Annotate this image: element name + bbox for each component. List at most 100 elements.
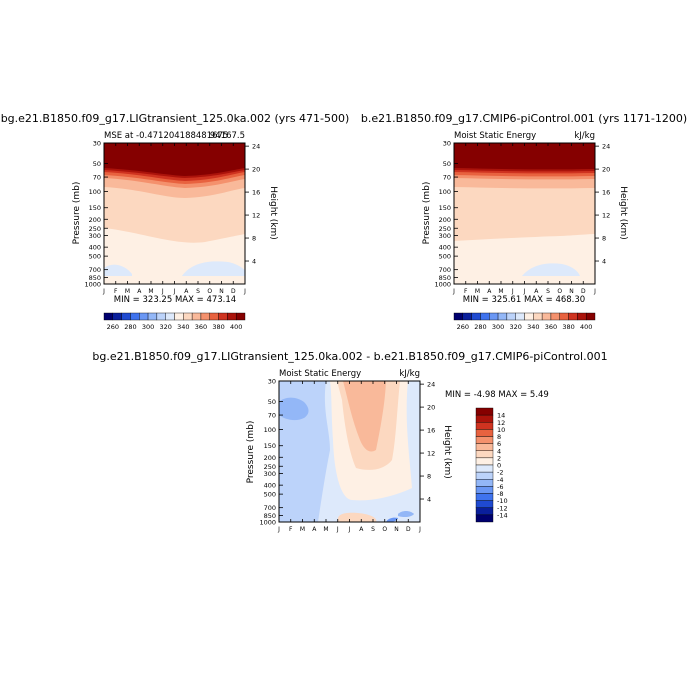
contour-band (343, 381, 386, 452)
colorbar-swatch (585, 312, 596, 321)
x-tick-label: J (511, 288, 514, 295)
colorbar-label: -8 (497, 490, 503, 498)
pressure-tick-label: 200 (89, 216, 101, 224)
x-tick-label: A (184, 288, 189, 295)
pressure-tick-label: 850 (264, 512, 276, 520)
colorbar-swatch (147, 312, 158, 321)
pressure-tick-label: 200 (264, 454, 276, 462)
colorbar-label: 320 (159, 323, 171, 331)
colorbar-swatch (475, 493, 494, 501)
pressure-tick-label: 150 (89, 204, 101, 212)
contour-band (454, 143, 595, 170)
colorbar-swatch (112, 312, 122, 321)
height-tick-label: 24 (602, 143, 610, 151)
x-tick-label: O (207, 288, 212, 295)
colorbar-swatch (533, 312, 543, 321)
height-tick-label: 4 (427, 496, 431, 504)
height-tick-label: 8 (252, 235, 256, 243)
pressure-tick-label: 50 (443, 160, 451, 168)
colorbar-swatch (218, 312, 228, 321)
x-tick-label: F (289, 526, 293, 533)
height-tick-label: 12 (427, 450, 435, 458)
min-max-label: MIN = -4.98 MAX = 5.49 (445, 390, 549, 400)
colorbar-label: 340 (527, 323, 539, 331)
colorbar-label: 260 (457, 323, 469, 331)
colorbar-label: 400 (580, 323, 592, 331)
units-label: kJ/kg (574, 131, 595, 141)
height-ticks: 24 20 16 12 8 4 (420, 381, 435, 504)
x-tick-label: J (102, 288, 105, 295)
x-tick-label: J (336, 526, 339, 533)
x-tick-label: S (371, 526, 375, 533)
x-tick-label: J (161, 288, 164, 295)
x-tick-label: A (312, 526, 317, 533)
x-tick-label: D (406, 526, 411, 533)
height-tick-label: 20 (427, 404, 435, 412)
pressure-tick-label: 50 (93, 160, 101, 168)
pressure-tick-label: 150 (264, 442, 276, 450)
colorbar-swatch (524, 312, 534, 321)
colorbar-label: 400 (230, 323, 242, 331)
colorbar-label: 380 (562, 323, 574, 331)
contour-band (522, 263, 580, 276)
height-tick-label: 16 (427, 427, 435, 435)
colorbar-swatch (541, 312, 552, 321)
x-tick-label: M (498, 288, 503, 295)
x-tick-label: J (243, 288, 246, 295)
colorbar-swatch (515, 312, 525, 321)
panel-difference: bg.e21.B1850.f09_g17.LIGtransient_125.0k… (92, 350, 607, 533)
height-tick-label: 8 (427, 473, 431, 481)
colorbar-label: -2 (497, 469, 503, 477)
x-tick-label: N (569, 288, 574, 295)
colorbar-label: 6 (497, 440, 501, 448)
pressure-tick-label: 700 (264, 504, 276, 512)
colorbar: 260 280 300 320 340 360 380 400 (103, 312, 246, 331)
pressure-tick-label: 400 (439, 244, 451, 252)
colorbar-label: 280 (124, 323, 136, 331)
colorbar-swatch (130, 312, 140, 321)
panel-lig: bg.e21.B1850.f09_g17.LIGtransient_125.0k… (1, 112, 350, 331)
height-tick-label: 4 (252, 258, 256, 266)
colorbar-swatch (568, 312, 578, 321)
colorbar-swatch (475, 464, 494, 473)
x-tick-label: A (487, 288, 492, 295)
colorbar-swatch (183, 312, 193, 321)
x-tick-label: A (534, 288, 539, 295)
colorbar-swatch (121, 312, 131, 321)
pressure-tick-label: 700 (439, 266, 451, 274)
colorbar-swatch (475, 436, 494, 444)
pressure-tick-label: 1000 (84, 281, 101, 289)
pressure-tick-label: 400 (89, 244, 101, 252)
colorbar-swatch (475, 429, 494, 437)
colorbar-label: 4 (497, 447, 501, 455)
x-tick-label: J (593, 288, 596, 295)
height-tick-label: 16 (602, 189, 610, 197)
colorbar-swatch (462, 312, 472, 321)
panel-picontrol: b.e21.B1850.f09_g17.CMIP6-piControl.001 … (361, 112, 687, 331)
min-max-label: MIN = 323.25 MAX = 473.14 (114, 295, 236, 305)
colorbar-label: 360 (545, 323, 557, 331)
contour-band (182, 261, 245, 276)
panel-title: bg.e21.B1850.f09_g17.LIGtransient_125.0k… (92, 350, 607, 363)
x-tick-label: J (277, 526, 280, 533)
pressure-tick-label: 30 (93, 140, 101, 148)
height-tick-label: 20 (602, 166, 610, 174)
panel-title: b.e21.B1850.f09_g17.CMIP6-piControl.001 … (361, 112, 687, 125)
colorbar-label: 260 (107, 323, 119, 331)
colorbar-swatch (475, 514, 494, 523)
x-tick-label: M (323, 526, 328, 533)
height-axis-label: Height (km) (268, 186, 278, 240)
contour-fill (104, 143, 245, 284)
colorbar: 260 280 300 320 340 360 380 400 (453, 312, 596, 331)
x-tick-label: S (196, 288, 200, 295)
colorbar-label: 340 (177, 323, 189, 331)
colorbar-swatch (103, 312, 114, 321)
units-label: kJ/kg (399, 369, 420, 379)
contour-band (279, 397, 309, 421)
contour-band (104, 264, 132, 276)
field-label: MSE at -0.471204188481675 (104, 131, 228, 141)
